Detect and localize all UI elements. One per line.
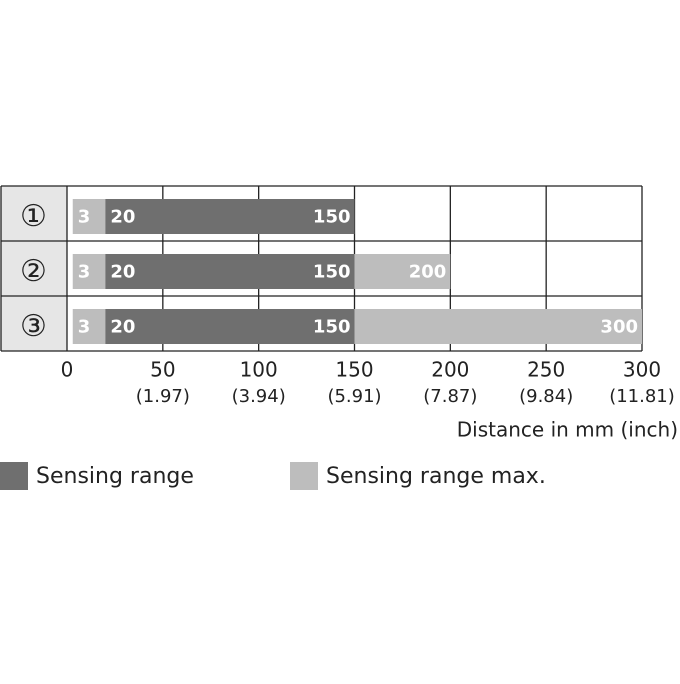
bar-value-label: 150 — [313, 317, 351, 338]
bar-value-label: 3 — [78, 262, 91, 283]
bar-value-label: 150 — [313, 262, 351, 283]
range-bar — [105, 254, 355, 289]
bar-value-label: 20 — [110, 207, 135, 228]
legend-swatch — [0, 462, 28, 490]
legend-label: Sensing range — [36, 464, 194, 489]
range-bar — [72, 199, 106, 234]
x-tick-label: 0 — [61, 358, 74, 382]
x-axis-label: Distance in mm (inch) — [457, 418, 678, 442]
x-tick-sublabel: (1.97) — [136, 386, 190, 407]
x-tick-sublabel: (3.94) — [232, 386, 286, 407]
bar-value-label: 20 — [110, 317, 135, 338]
bar-value-label: 20 — [110, 262, 135, 283]
x-tick-label: 300 — [623, 358, 661, 382]
x-tick-sublabel: (5.91) — [327, 386, 381, 407]
x-tick-sublabel: (11.81) — [609, 386, 675, 407]
range-bar — [72, 254, 106, 289]
legend-label: Sensing range max. — [326, 464, 546, 489]
bar-value-label: 3 — [78, 207, 91, 228]
row-label: ① — [20, 199, 47, 234]
bar-value-label: 300 — [600, 317, 638, 338]
row-label-column — [1, 186, 67, 351]
x-tick-label: 150 — [335, 358, 373, 382]
row-label: ② — [20, 254, 47, 289]
bar-value-label: 3 — [78, 317, 91, 338]
row-label: ③ — [20, 309, 47, 344]
x-tick-sublabel: (9.84) — [519, 386, 573, 407]
range-bar — [105, 309, 355, 344]
range-bar — [105, 199, 355, 234]
x-tick-label: 200 — [431, 358, 469, 382]
range-bar — [354, 254, 451, 289]
x-tick-sublabel: (7.87) — [423, 386, 477, 407]
x-tick-label: 50 — [150, 358, 175, 382]
range-bar — [72, 309, 106, 344]
bar-value-label: 200 — [409, 262, 447, 283]
x-tick-label: 250 — [527, 358, 565, 382]
range-bar — [354, 309, 642, 344]
legend-swatch — [290, 462, 318, 490]
x-tick-label: 100 — [240, 358, 278, 382]
bar-value-label: 150 — [313, 207, 351, 228]
